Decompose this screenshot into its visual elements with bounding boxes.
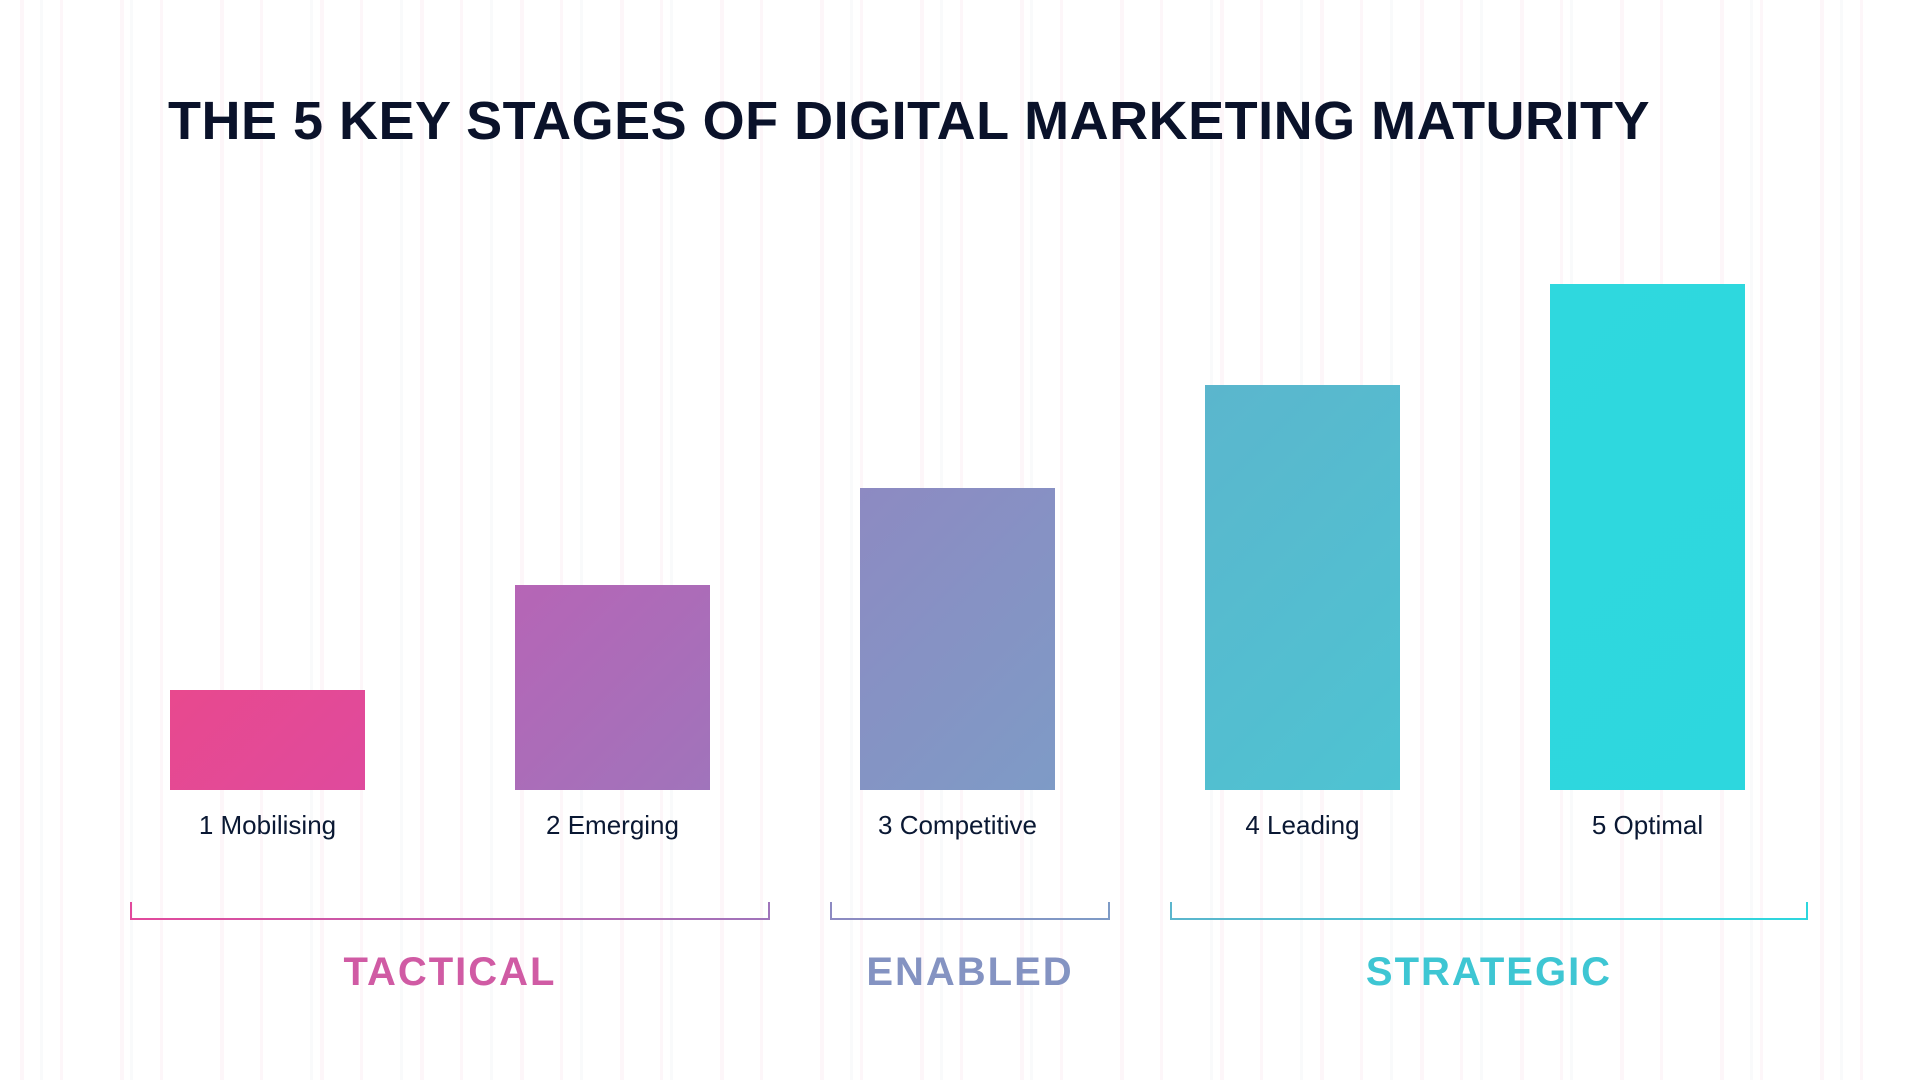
bar-stage-4 (1205, 385, 1400, 790)
bar-stage-1 (170, 690, 365, 790)
group-bracket-enabled (830, 902, 1110, 920)
bar-stage-5 (1550, 284, 1745, 790)
infographic-canvas: THE 5 KEY STAGES OF DIGITAL MARKETING MA… (0, 0, 1920, 1080)
bar-stage-2 (515, 585, 710, 790)
page-title: THE 5 KEY STAGES OF DIGITAL MARKETING MA… (168, 90, 1650, 152)
group-label-strategic: STRATEGIC (1170, 950, 1808, 995)
group-label-tactical: TACTICAL (130, 950, 770, 995)
bar-label-stage-1: 1 Mobilising (130, 810, 405, 841)
bar-label-stage-5: 5 Optimal (1510, 810, 1785, 841)
bar-label-stage-4: 4 Leading (1165, 810, 1440, 841)
bar-label-stage-3: 3 Competitive (820, 810, 1095, 841)
group-bracket-strategic (1170, 902, 1808, 920)
bar-stage-3 (860, 488, 1055, 790)
bar-label-stage-2: 2 Emerging (475, 810, 750, 841)
group-label-enabled: ENABLED (830, 950, 1110, 995)
group-bracket-tactical (130, 902, 770, 920)
